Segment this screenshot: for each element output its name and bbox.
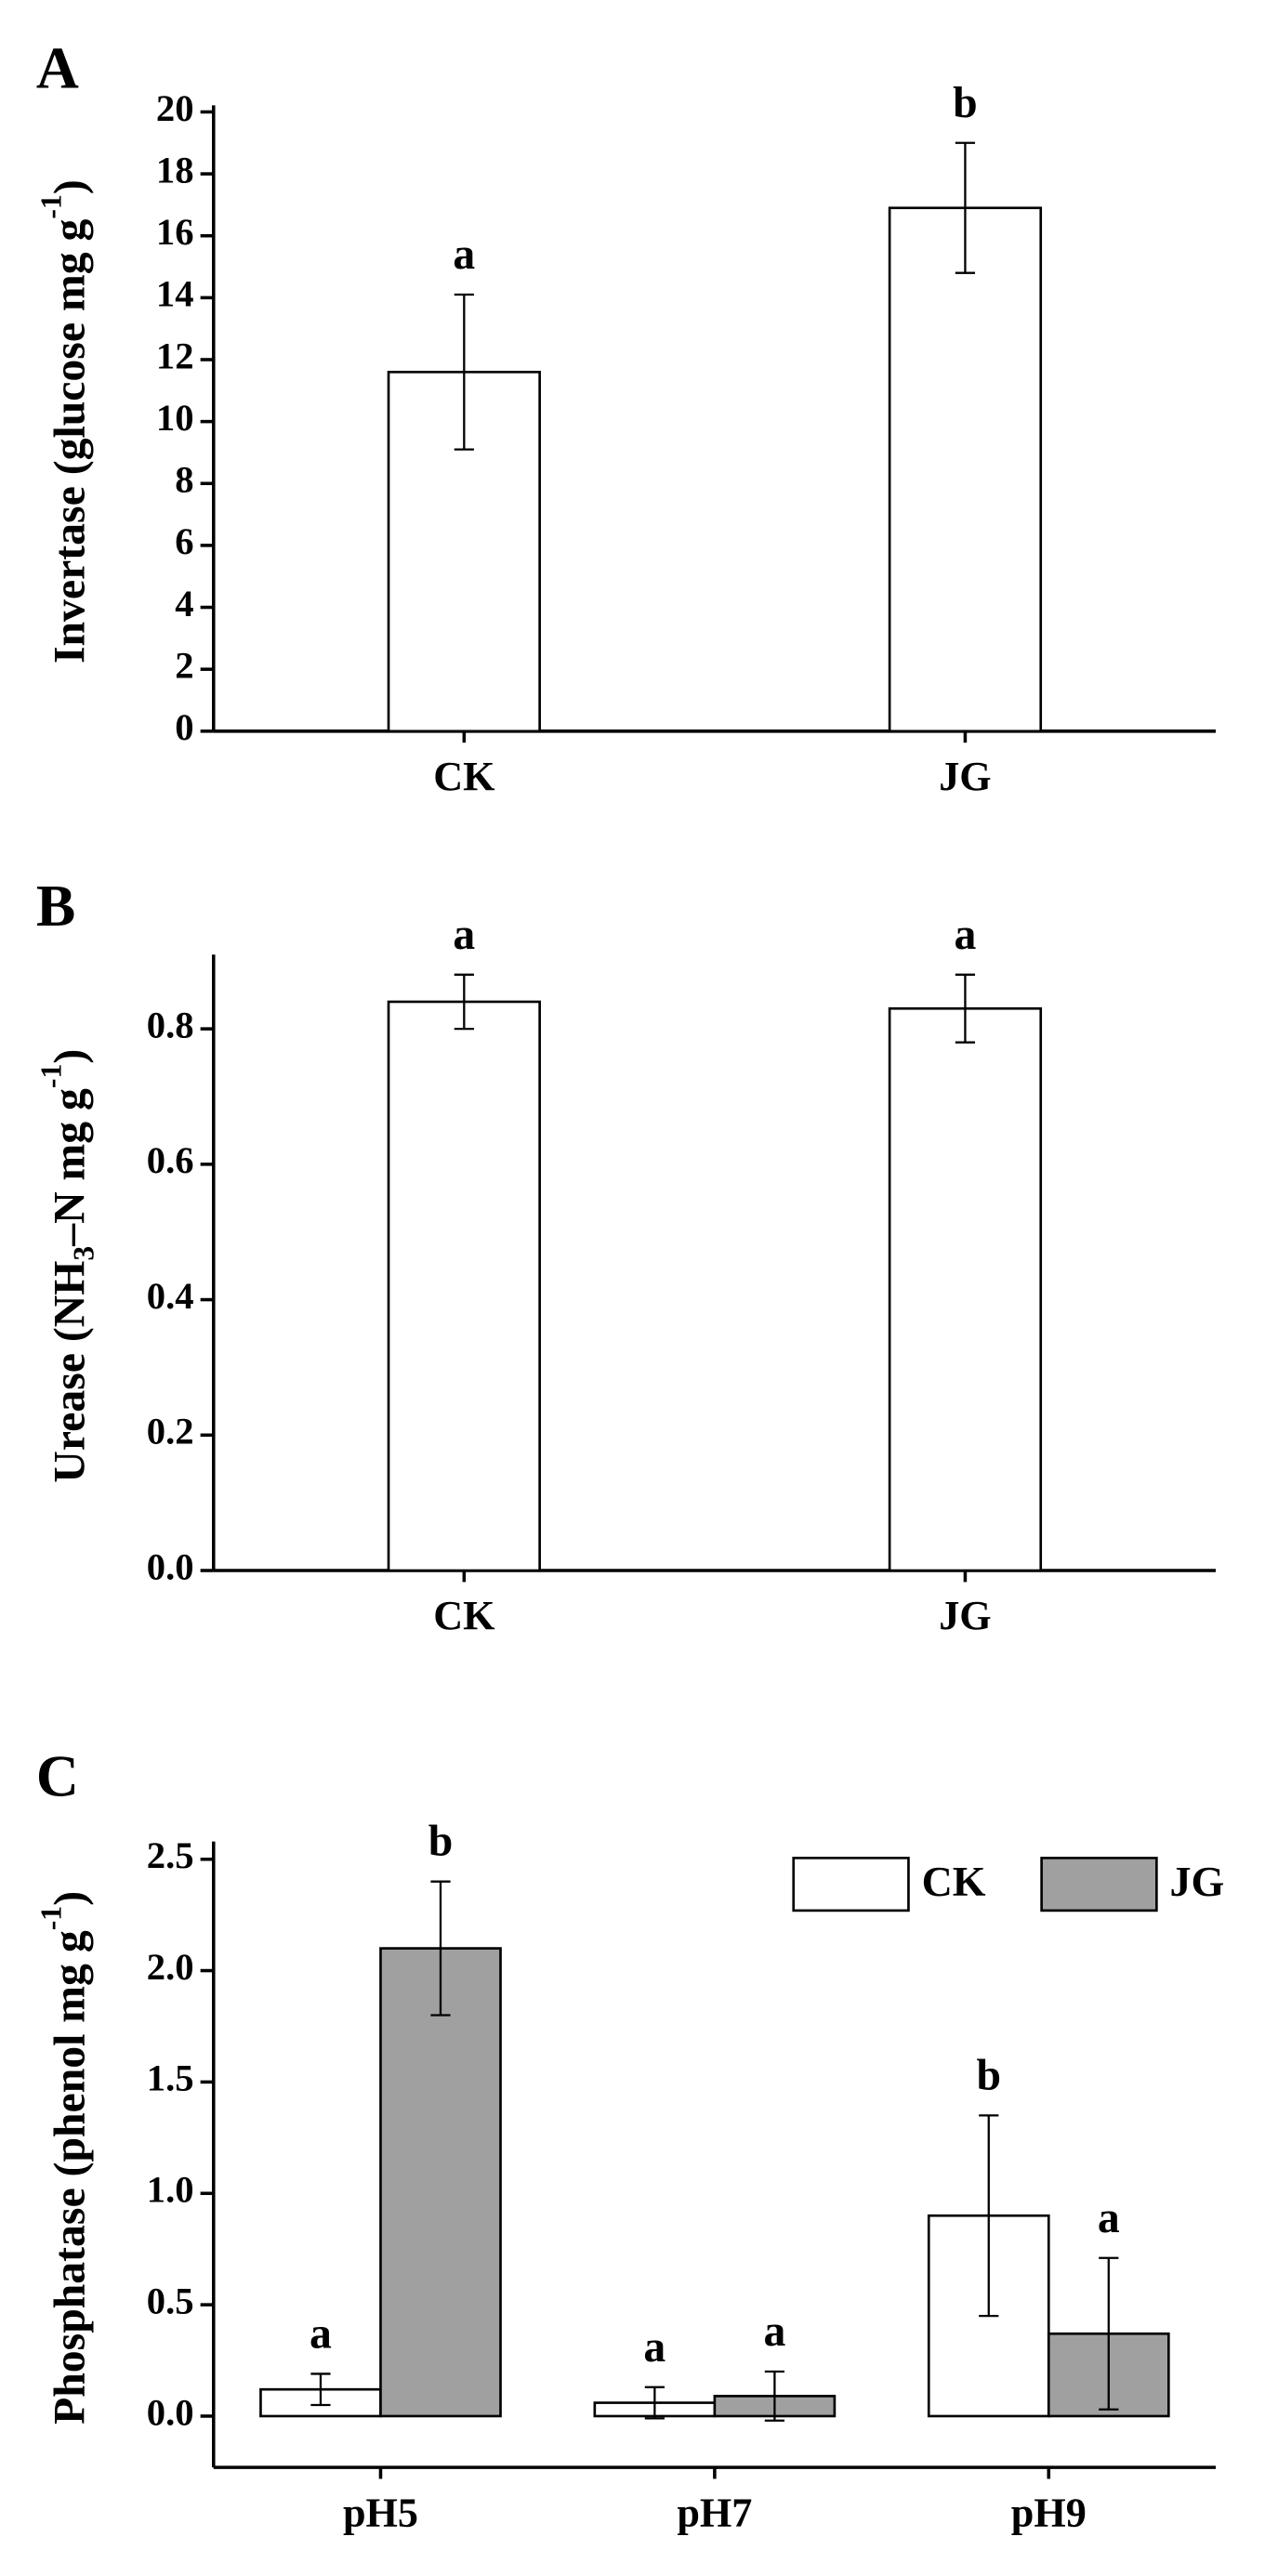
y-label-part: 3 <box>68 1246 100 1261</box>
legend-label: JG <box>1169 1858 1224 1905</box>
x-tick-label: CK <box>433 1593 495 1638</box>
significance-letter: b <box>428 1817 454 1866</box>
y-tick-label: 20 <box>156 87 194 129</box>
significance-letter: a <box>954 910 976 959</box>
x-tick-label: pH5 <box>343 2490 418 2535</box>
y-tick-label: 16 <box>156 211 194 253</box>
y-tick-label: 12 <box>156 335 194 376</box>
y-tick-label: 0.5 <box>147 2280 194 2321</box>
y-axis-label: Phosphatase (phenol mg g-1) <box>35 1891 95 2425</box>
y-label-part: ) <box>45 1891 94 1906</box>
y-tick-label: 0.8 <box>147 1004 194 1045</box>
x-tick-label: JG <box>939 754 991 799</box>
y-tick-label: 2.5 <box>147 1834 194 1876</box>
y-tick-label: 0.0 <box>147 1545 194 1587</box>
y-tick-label: 0 <box>175 706 193 748</box>
y-tick-label: 0.2 <box>147 1411 194 1452</box>
panel-label: C <box>36 1743 79 1809</box>
y-tick-label: 1.5 <box>147 2057 194 2099</box>
y-label-part: –N mg g <box>45 1088 94 1247</box>
x-tick-label: JG <box>939 1593 991 1638</box>
bar <box>888 206 1043 733</box>
y-label-part: -1 <box>35 1064 68 1089</box>
y-tick-label: 0.4 <box>147 1275 194 1317</box>
y-tick-label: 0.6 <box>147 1139 194 1181</box>
y-tick-label: 10 <box>156 397 194 439</box>
bar <box>387 1000 541 1572</box>
bar <box>888 1006 1043 1572</box>
panel-label: B <box>36 873 75 939</box>
panel-label: A <box>36 34 79 100</box>
y-tick-label: 6 <box>175 520 193 562</box>
y-label-part: ) <box>45 1049 94 1064</box>
significance-letter: a <box>763 2307 785 2356</box>
y-tick-label: 18 <box>156 149 194 191</box>
x-tick-label: pH9 <box>1011 2490 1087 2535</box>
y-tick-label: 2.0 <box>147 1946 194 1988</box>
y-label-part: -1 <box>35 1906 68 1930</box>
significance-letter: b <box>976 2050 1001 2099</box>
y-label-part: Invertase (glucose mg g <box>45 218 94 664</box>
y-tick-label: 0.0 <box>147 2391 194 2433</box>
x-tick-label: CK <box>433 754 495 799</box>
significance-letter: a <box>453 910 475 959</box>
significance-letter: a <box>310 2308 332 2358</box>
significance-letter: a <box>453 230 475 279</box>
legend-label: CK <box>922 1858 986 1905</box>
x-tick-label: pH7 <box>677 2490 752 2535</box>
significance-letter: a <box>1098 2193 1120 2242</box>
bar <box>379 1947 502 2418</box>
y-label-part: Urease (NH <box>45 1261 94 1483</box>
y-axis-label: Invertase (glucose mg g-1) <box>35 179 95 664</box>
y-label-part: -1 <box>35 194 68 218</box>
y-tick-label: 8 <box>175 459 193 501</box>
y-tick-label: 4 <box>175 583 193 624</box>
y-label-part: ) <box>45 179 94 194</box>
y-tick-label: 14 <box>156 273 194 315</box>
y-label-part: Phosphatase (phenol mg g <box>45 1930 94 2425</box>
significance-letter: b <box>953 78 978 127</box>
legend-swatch <box>792 1857 910 1912</box>
legend-swatch <box>1040 1857 1158 1912</box>
y-tick-label: 1.0 <box>147 2169 194 2211</box>
significance-letter: a <box>643 2322 665 2372</box>
y-tick-label: 2 <box>175 644 193 686</box>
y-axis-label: Urease (NH3–N mg g-1) <box>35 1049 100 1483</box>
